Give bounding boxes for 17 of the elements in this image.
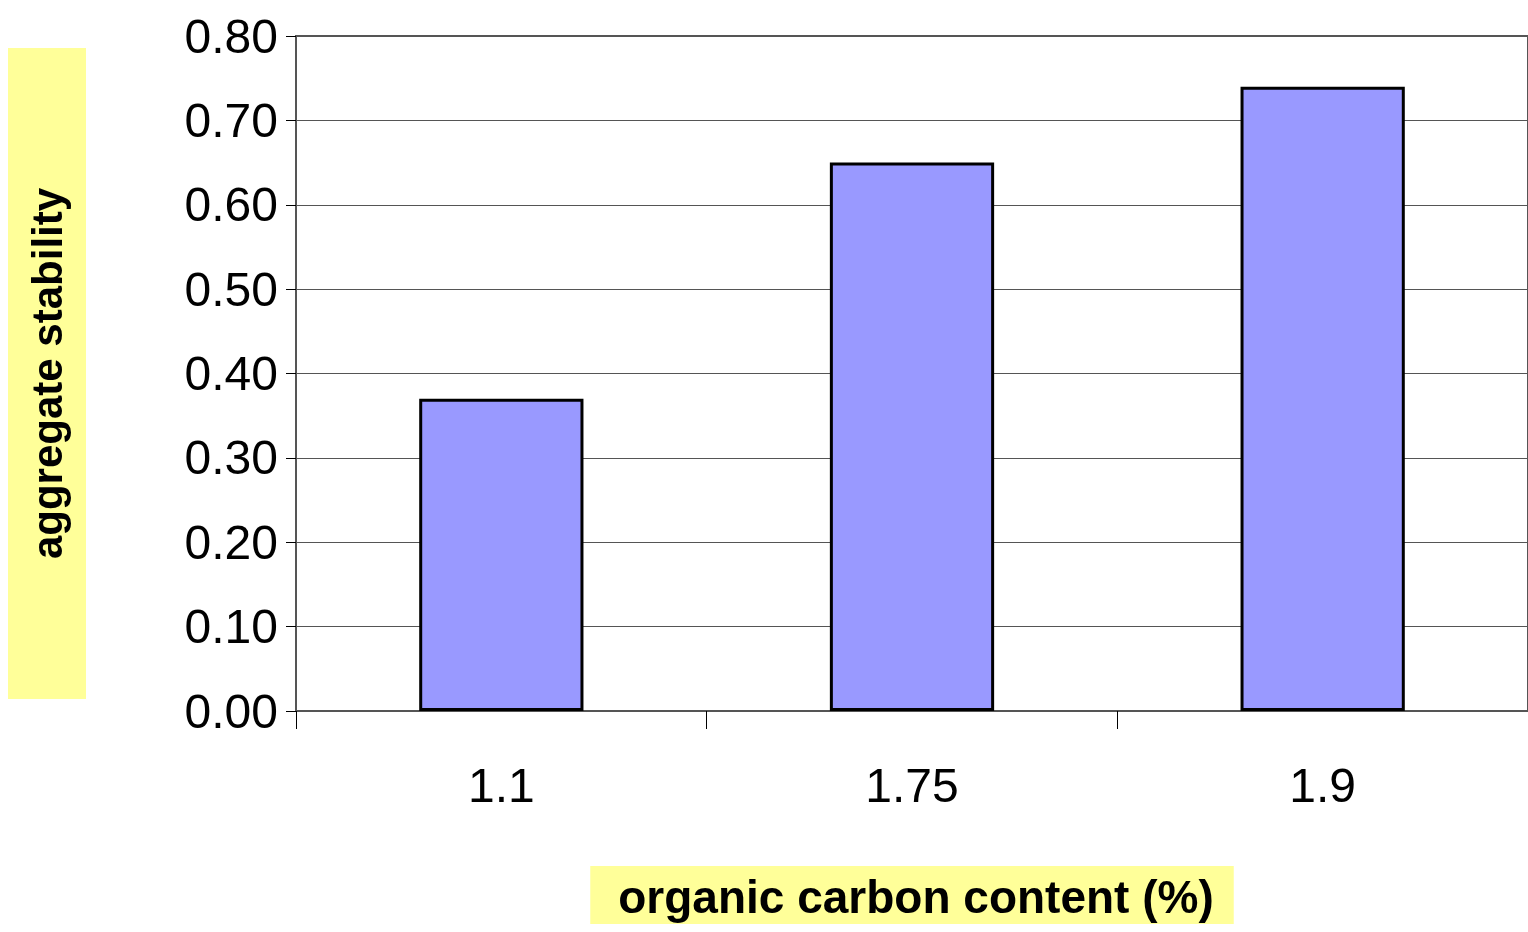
y-tick-label: 0.50 xyxy=(184,262,278,316)
y-tick-label: 0.10 xyxy=(184,600,278,654)
x-tick-label: 1.1 xyxy=(467,758,535,812)
y-tick-label: 0.40 xyxy=(184,347,278,400)
bar xyxy=(829,162,995,711)
x-tick-label: 1.75 xyxy=(865,758,959,812)
y-tick-label: 0.70 xyxy=(184,93,278,147)
y-tick-label: 0.00 xyxy=(184,684,278,738)
y-tick-label: 0.80 xyxy=(184,9,278,63)
bar xyxy=(419,398,584,711)
y-axis-title: aggregate stability xyxy=(23,187,71,560)
y-tick-label: 0.30 xyxy=(184,431,278,485)
x-tick-label: 1.9 xyxy=(1289,758,1357,812)
bar xyxy=(1240,86,1405,711)
y-tick-label: 0.20 xyxy=(184,515,278,569)
x-axis-title: organic carbon content (%) xyxy=(618,871,1214,923)
y-tick-label: 0.60 xyxy=(184,178,278,232)
